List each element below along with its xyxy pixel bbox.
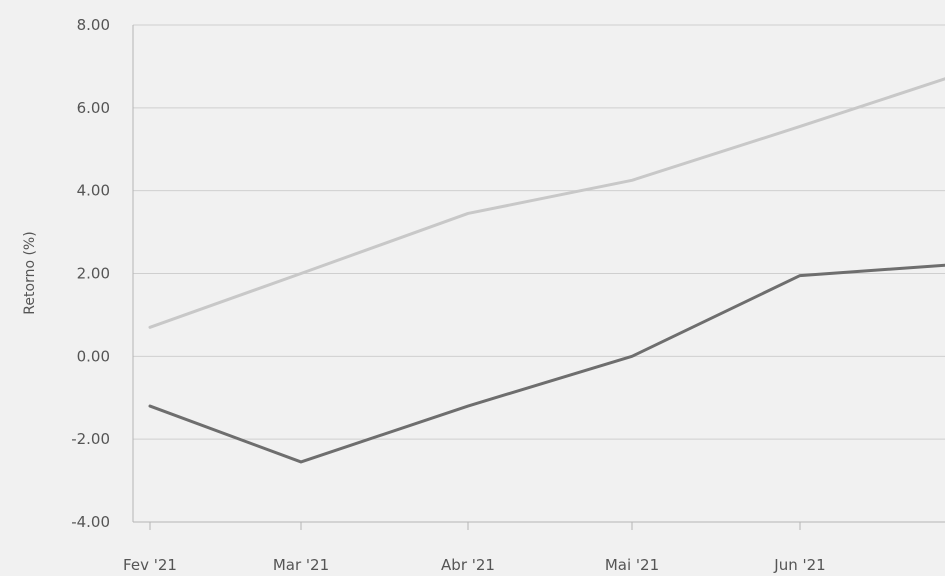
y-tick-label: 6.00	[77, 99, 110, 117]
x-tick-labels: Fev '21 Mar '21 Abr '21 Mai '21 Jun '21	[123, 522, 826, 574]
x-tick-label: Abr '21	[441, 556, 495, 574]
x-tick-label: Mar '21	[273, 556, 329, 574]
y-tick-label: 2.00	[77, 265, 110, 283]
series-lines	[148, 77, 945, 464]
series-line-1	[148, 77, 945, 329]
axes	[132, 25, 945, 523]
x-tick-label: Mai '21	[605, 556, 659, 574]
y-tick-label: 0.00	[77, 347, 110, 365]
y-tick-label: 8.00	[77, 16, 110, 34]
gridlines	[133, 24, 945, 440]
series-line-2	[148, 263, 945, 464]
y-axis-title: Retorno (%)	[22, 231, 38, 314]
y-tick-label: -2.00	[71, 430, 110, 448]
x-tick-label: Fev '21	[123, 556, 177, 574]
y-tick-label: -4.00	[71, 513, 110, 531]
x-tick-label: Jun '21	[773, 556, 825, 574]
y-tick-labels: 8.00 6.00 4.00 2.00 0.00 -2.00 -4.00	[71, 16, 110, 531]
y-tick-label: 4.00	[77, 182, 110, 200]
